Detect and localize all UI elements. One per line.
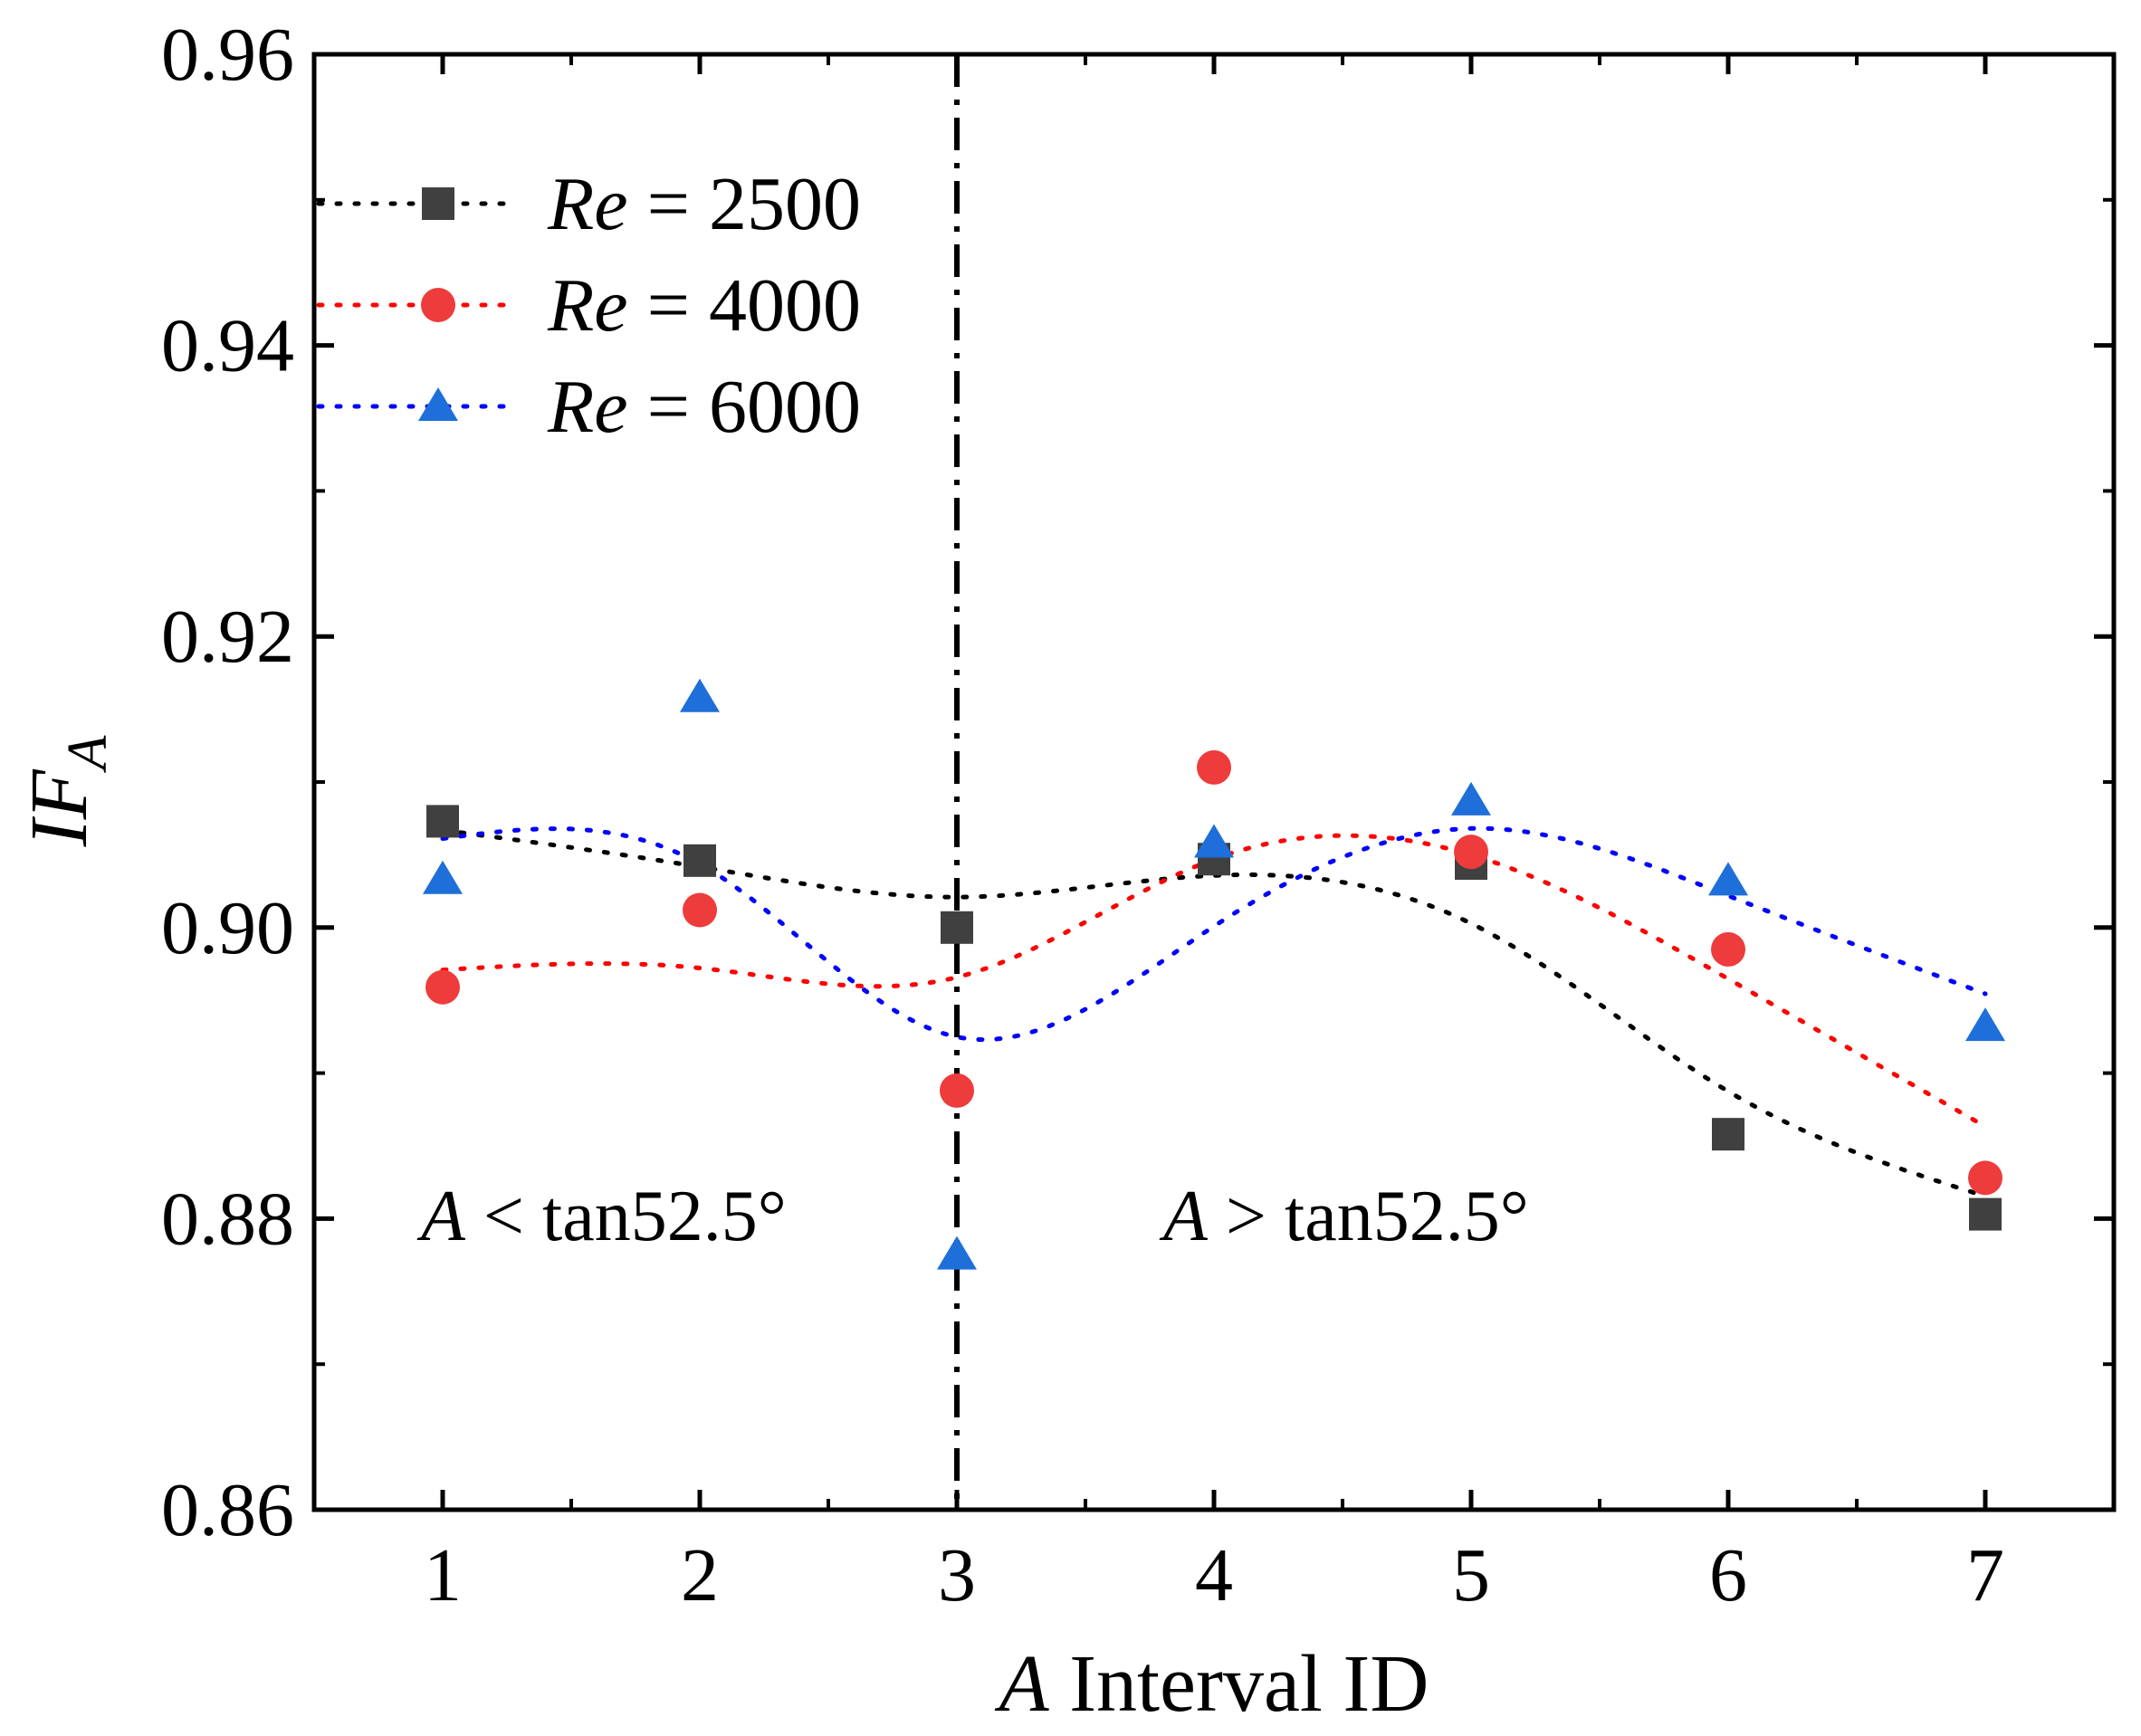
legend-label-1: Re = 4000 [547, 263, 861, 348]
y-axis-title-main: IF [14, 768, 104, 847]
point-s0-1 [683, 844, 716, 877]
point-s1-0 [425, 969, 460, 1005]
region-annotation-right: A > tan52.5° [1159, 1177, 1529, 1256]
region-annotation-var-1: A [1159, 1177, 1209, 1256]
legend-label-var-1: Re [547, 263, 628, 348]
fit-curve-1 [440, 833, 1988, 1130]
x-tick-label-0: 1 [424, 1533, 462, 1617]
axes: 1 2 3 4 5 6 7 0.86 0.88 0.90 0.92 0.94 0.96 A Interva… [14, 13, 2117, 1729]
y-axis-title: IFA [14, 734, 119, 847]
y-tick-label-5: 0.96 [161, 13, 294, 97]
annotations: A < tan52.5° A > tan52.5° [416, 1177, 1529, 1256]
x-axis-title-rest: Interval ID [1049, 1639, 1429, 1729]
x-tick-label-3: 4 [1195, 1533, 1233, 1617]
legend-label-rest-1: = 4000 [628, 263, 861, 348]
point-s1-6 [1968, 1160, 2002, 1196]
y-tick-label-1: 0.88 [161, 1177, 294, 1261]
point-s2-4 [1451, 781, 1491, 816]
region-annotation-op-1: > [1208, 1177, 1285, 1256]
point-s1-5 [1711, 931, 1745, 967]
x-tick-label-5: 6 [1709, 1533, 1747, 1617]
y-axis-title-sub: A [57, 734, 119, 773]
legend-label-rest-2: = 6000 [628, 365, 861, 449]
point-s2-2 [937, 1235, 977, 1270]
fit-curve-0 [440, 827, 1988, 1199]
x-axis-title: A Interval ID [995, 1639, 1429, 1729]
region-annotation-text-1: tan52.5° [1285, 1177, 1529, 1256]
y-tick-label-0: 0.86 [161, 1468, 294, 1552]
legend-label-var-2: Re [547, 365, 628, 449]
legend-label-var-0: Re [547, 162, 628, 246]
point-s2-1 [680, 678, 720, 712]
point-s2-3 [1194, 824, 1234, 858]
y-tick-label-3: 0.92 [161, 595, 294, 679]
legend-marker-1 [421, 288, 455, 322]
region-annotation-text-0: tan52.5° [542, 1177, 787, 1256]
point-s1-3 [1197, 749, 1231, 785]
point-s1-2 [940, 1073, 974, 1108]
region-annotation-op-0: < [465, 1177, 542, 1256]
region-annotation-var-0: A [416, 1177, 466, 1256]
point-s2-5 [1708, 862, 1748, 896]
point-s1-1 [683, 892, 717, 928]
legend-marker-0 [422, 187, 454, 220]
y-tick-label-2: 0.90 [161, 886, 294, 970]
point-s1-4 [1454, 835, 1488, 870]
markers [423, 678, 2005, 1270]
legend-label-0: Re = 2500 [547, 162, 861, 246]
point-s0-5 [1712, 1118, 1744, 1151]
point-s0-6 [1969, 1197, 2002, 1231]
x-axis-title-var: A [995, 1639, 1050, 1729]
legend-marker-2 [418, 387, 458, 421]
legend-label-rest-0: = 2500 [628, 162, 861, 246]
legend-label-2: Re = 6000 [547, 365, 861, 449]
point-s0-0 [426, 805, 459, 838]
point-s2-6 [1965, 1007, 2005, 1042]
point-s0-2 [941, 911, 973, 944]
region-annotation-left: A < tan52.5° [416, 1177, 787, 1256]
x-tick-label-6: 7 [1966, 1533, 2004, 1617]
x-tick-label-4: 5 [1452, 1533, 1490, 1617]
x-tick-label-2: 3 [938, 1533, 976, 1617]
point-s2-0 [423, 860, 463, 894]
x-tick-label-1: 2 [681, 1533, 719, 1617]
fit-curves [440, 825, 1988, 1199]
y-tick-label-4: 0.94 [161, 304, 294, 388]
